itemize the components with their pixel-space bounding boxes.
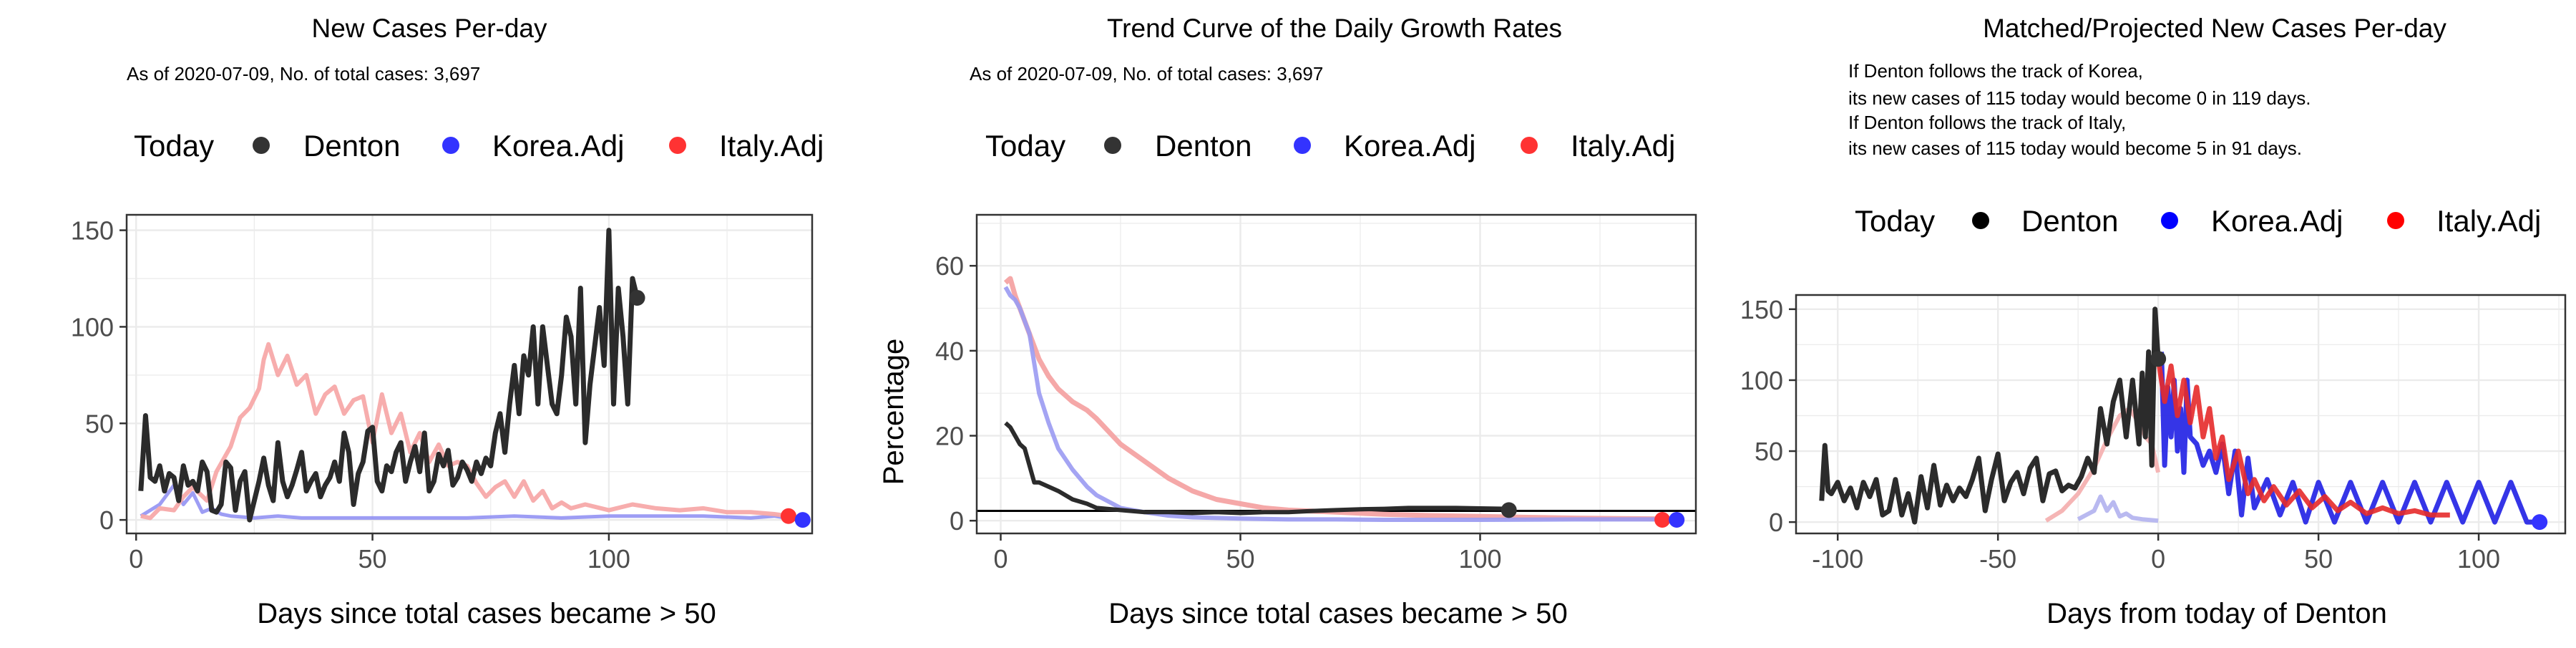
panel2-xlabel: Days since total cases became > 50 [1108,598,1567,629]
panel1-x-tick-label: 50 [358,544,387,574]
panel2-y-tick-label: 20 [935,422,964,451]
panel2-subtitle: As of 2020-07-09, No. of total cases: 3,… [970,63,1323,84]
panel3-x-tick-label: 0 [2151,544,2165,574]
panel1-title: New Cases Per-day [311,14,547,43]
panel1-y-tick-label: 100 [71,312,114,342]
panel2-legend-label-italy: Italy.Adj [1571,129,1675,163]
panel2-today-point-korea-adj [1669,512,1685,528]
panel2-y-tick-label: 0 [950,506,964,536]
panel2-legend-key-korea [1294,137,1311,154]
panel1-legend-label-korea: Korea.Adj [492,129,624,163]
panel2-series-denton [1004,421,1509,516]
panel3-legend-key-italy [2387,212,2404,229]
panel2-x-tick-label: 100 [1458,544,1501,574]
panel3-legend-key-korea [2161,212,2178,229]
panel3-series-korea-adj-matched [2077,494,2159,523]
panel-new-cases: New Cases Per-day As of 2020-07-09, No. … [71,14,824,629]
panel3-series-italy-adj [2155,358,2450,518]
panel3-x-tick-label: -100 [1812,544,1863,574]
panel1-plot-background [127,215,812,533]
panel1-legend-key-italy [669,137,686,154]
panel2-legend-label-denton: Denton [1155,129,1252,163]
panel3-annotation: If Denton follows the track of Korea, it… [1848,60,2311,159]
panel3-annotation-line-2: its new cases of 115 today would become … [1848,87,2311,109]
panel3-legend: Today Denton Korea.Adj Italy.Adj [1855,204,2541,238]
panel2-y-tick-label: 40 [935,337,964,366]
panel1-plot-area: 0 50 100 0 50 100 150 [71,213,814,574]
panel3-legend-key-denton [1972,212,1989,229]
panel3-x-tick-label: -50 [1979,544,2016,574]
panel1-today-point-korea-adj [794,512,811,528]
panel3-y-tick-label: 150 [1740,295,1783,324]
panel2-x-tick-label: 0 [993,544,1008,574]
panel2-ylabel: Percentage [878,339,909,485]
panel2-legend: Today Denton Korea.Adj Italy.Adj [985,129,1675,163]
panel1-panel-border [125,213,814,535]
panel2-title: Trend Curve of the Daily Growth Rates [1107,14,1562,43]
panel2-legend-key-italy [1521,137,1538,154]
panel2-legend-key-denton [1104,137,1121,154]
panel3-x-tick-label: 50 [2304,544,2333,574]
panel1-legend-label-denton: Denton [303,129,400,163]
panel3-legend-label-denton: Denton [2021,204,2118,238]
panel3-x-tick-label: 100 [2457,544,2500,574]
panel3-today-point-denton [2150,351,2167,367]
panel1-legend-key-denton [253,137,270,154]
panel2-today-point-denton [1501,502,1517,518]
panel3-y-tick-label: 100 [1740,366,1783,395]
panel3-series-denton [1819,306,2161,525]
panel3-y-tick-label: 0 [1769,508,1783,537]
panel1-x-tick-label: 0 [129,544,143,574]
panel3-annotation-line-1: If Denton follows the track of Korea, [1848,60,2143,82]
panel3-annotation-line-4: its new cases of 115 today would become … [1848,137,2302,159]
panel1-y-tick-label: 150 [71,216,114,246]
panel3-series-italy-adj-matched [2044,406,2161,523]
panel2-x-tick-label: 50 [1226,544,1254,574]
panel1-legend-key-korea [442,137,459,154]
panel1-y-tick-label: 50 [85,409,114,438]
panel3-legend-label-korea: Korea.Adj [2211,204,2343,238]
panel1-x-tick-label: 100 [587,544,630,574]
panel1-legend-title: Today [134,129,214,163]
panel1-today-point-italy-adj [780,508,796,524]
panel2-legend-title: Today [985,129,1065,163]
panel3-series-korea-adj [2159,352,2540,525]
panel3-panel-border [1795,294,2567,535]
panel1-series-denton [138,228,640,523]
panel1-xlabel: Days since total cases became > 50 [257,598,716,629]
panel1-today-point-denton [629,289,645,306]
panel3-annotation-line-3: If Denton follows the track of Italy, [1848,112,2126,133]
panel3-plot-area: -100 -50 0 50 100 0 50 100 150 [1740,294,2567,574]
panel2-series-korea-adj [1003,286,1677,522]
panel1-legend-label-italy: Italy.Adj [719,129,824,163]
panel2-today-point-italy-adj [1654,512,1671,528]
panel2-plot-area: 0 50 100 0 20 40 60 [935,213,1697,574]
panel3-legend-title: Today [1855,204,1935,238]
panel3-xlabel: Days from today of Denton [2046,598,2387,629]
panel2-plot-background [977,215,1696,533]
panel1-series-korea-adj [140,483,799,522]
panel3-today-point-korea-adj [2532,514,2548,531]
panel1-y-tick-label: 0 [99,506,114,535]
panel3-legend-label-italy: Italy.Adj [2436,204,2541,238]
panel2-y-tick-label: 60 [935,251,964,281]
panel1-subtitle: As of 2020-07-09, No. of total cases: 3,… [127,63,480,84]
panel3-y-tick-label: 50 [1755,437,1783,466]
panel1-series-italy-adj [140,342,789,521]
panel3-title: Matched/Projected New Cases Per-day [1983,14,2446,43]
panel2-legend-label-korea: Korea.Adj [1344,129,1475,163]
panel2-panel-border [975,213,1697,535]
panel-projected-cases: Matched/Projected New Cases Per-day If D… [1740,14,2567,629]
panel-growth-rates: Trend Curve of the Daily Growth Rates As… [878,14,1697,629]
panel1-legend: Today Denton Korea.Adj Italy.Adj [134,129,824,163]
